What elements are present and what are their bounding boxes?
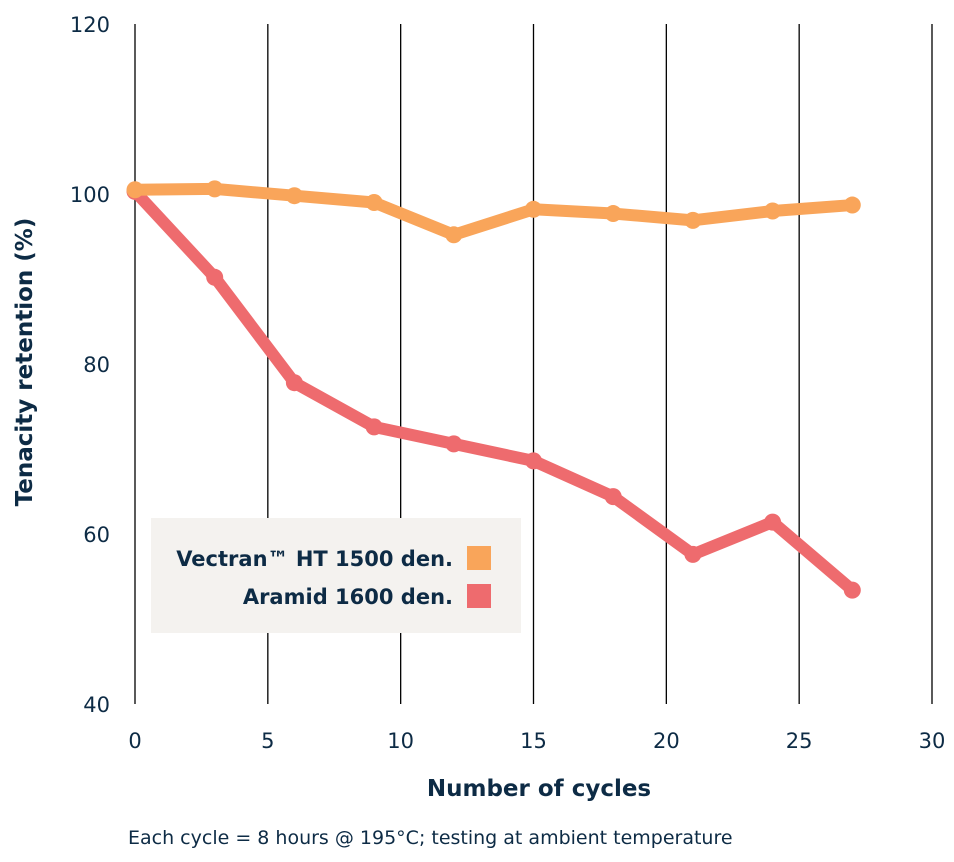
legend-swatch-aramid bbox=[467, 584, 491, 608]
data-point bbox=[764, 202, 782, 220]
x-axis-label: Number of cycles bbox=[427, 776, 651, 802]
data-point bbox=[764, 513, 782, 531]
series-lines bbox=[126, 180, 861, 599]
data-point bbox=[206, 268, 224, 286]
x-tick-label: 15 bbox=[520, 729, 547, 753]
data-point bbox=[604, 488, 622, 506]
y-tick-label: 120 bbox=[70, 13, 110, 37]
data-point bbox=[684, 211, 702, 229]
series-line bbox=[129, 182, 859, 241]
data-point bbox=[445, 226, 463, 244]
data-point bbox=[843, 196, 861, 214]
x-tick-label: 25 bbox=[786, 729, 813, 753]
series-line bbox=[129, 185, 859, 597]
data-point bbox=[525, 452, 542, 470]
legend-label-vectran: Vectran™ HT 1500 den. bbox=[176, 547, 453, 571]
y-tick-label: 80 bbox=[83, 353, 110, 377]
x-tick-label: 10 bbox=[387, 729, 414, 753]
x-tick-label: 20 bbox=[653, 729, 680, 753]
y-axis-ticks: 40 60 80 100 120 bbox=[70, 13, 110, 717]
legend-background bbox=[151, 518, 521, 633]
data-point bbox=[525, 200, 542, 218]
data-point bbox=[445, 435, 463, 453]
gridlines bbox=[134, 24, 933, 704]
data-point bbox=[285, 374, 303, 392]
y-tick-label: 100 bbox=[70, 183, 110, 207]
legend: Vectran™ HT 1500 den. Aramid 1600 den. bbox=[151, 518, 521, 633]
x-tick-label: 5 bbox=[261, 729, 274, 753]
legend-swatch-vectran bbox=[467, 546, 491, 570]
data-point bbox=[365, 194, 383, 211]
legend-label-aramid: Aramid 1600 den. bbox=[243, 585, 453, 609]
footnote: Each cycle = 8 hours @ 195°C; testing at… bbox=[128, 827, 733, 849]
x-tick-label: 30 bbox=[919, 729, 946, 753]
x-tick-label: 0 bbox=[128, 729, 141, 753]
data-point bbox=[684, 545, 702, 563]
data-point bbox=[285, 187, 303, 205]
y-axis-label: Tenacity retention (%) bbox=[12, 218, 38, 507]
data-point bbox=[365, 418, 383, 436]
data-point bbox=[843, 581, 861, 599]
y-tick-label: 40 bbox=[83, 693, 110, 717]
data-point bbox=[604, 205, 622, 223]
x-axis-ticks: 0 5 10 15 20 25 30 bbox=[128, 729, 945, 753]
y-tick-label: 60 bbox=[83, 523, 110, 547]
data-point bbox=[206, 180, 224, 198]
data-point bbox=[126, 181, 144, 199]
